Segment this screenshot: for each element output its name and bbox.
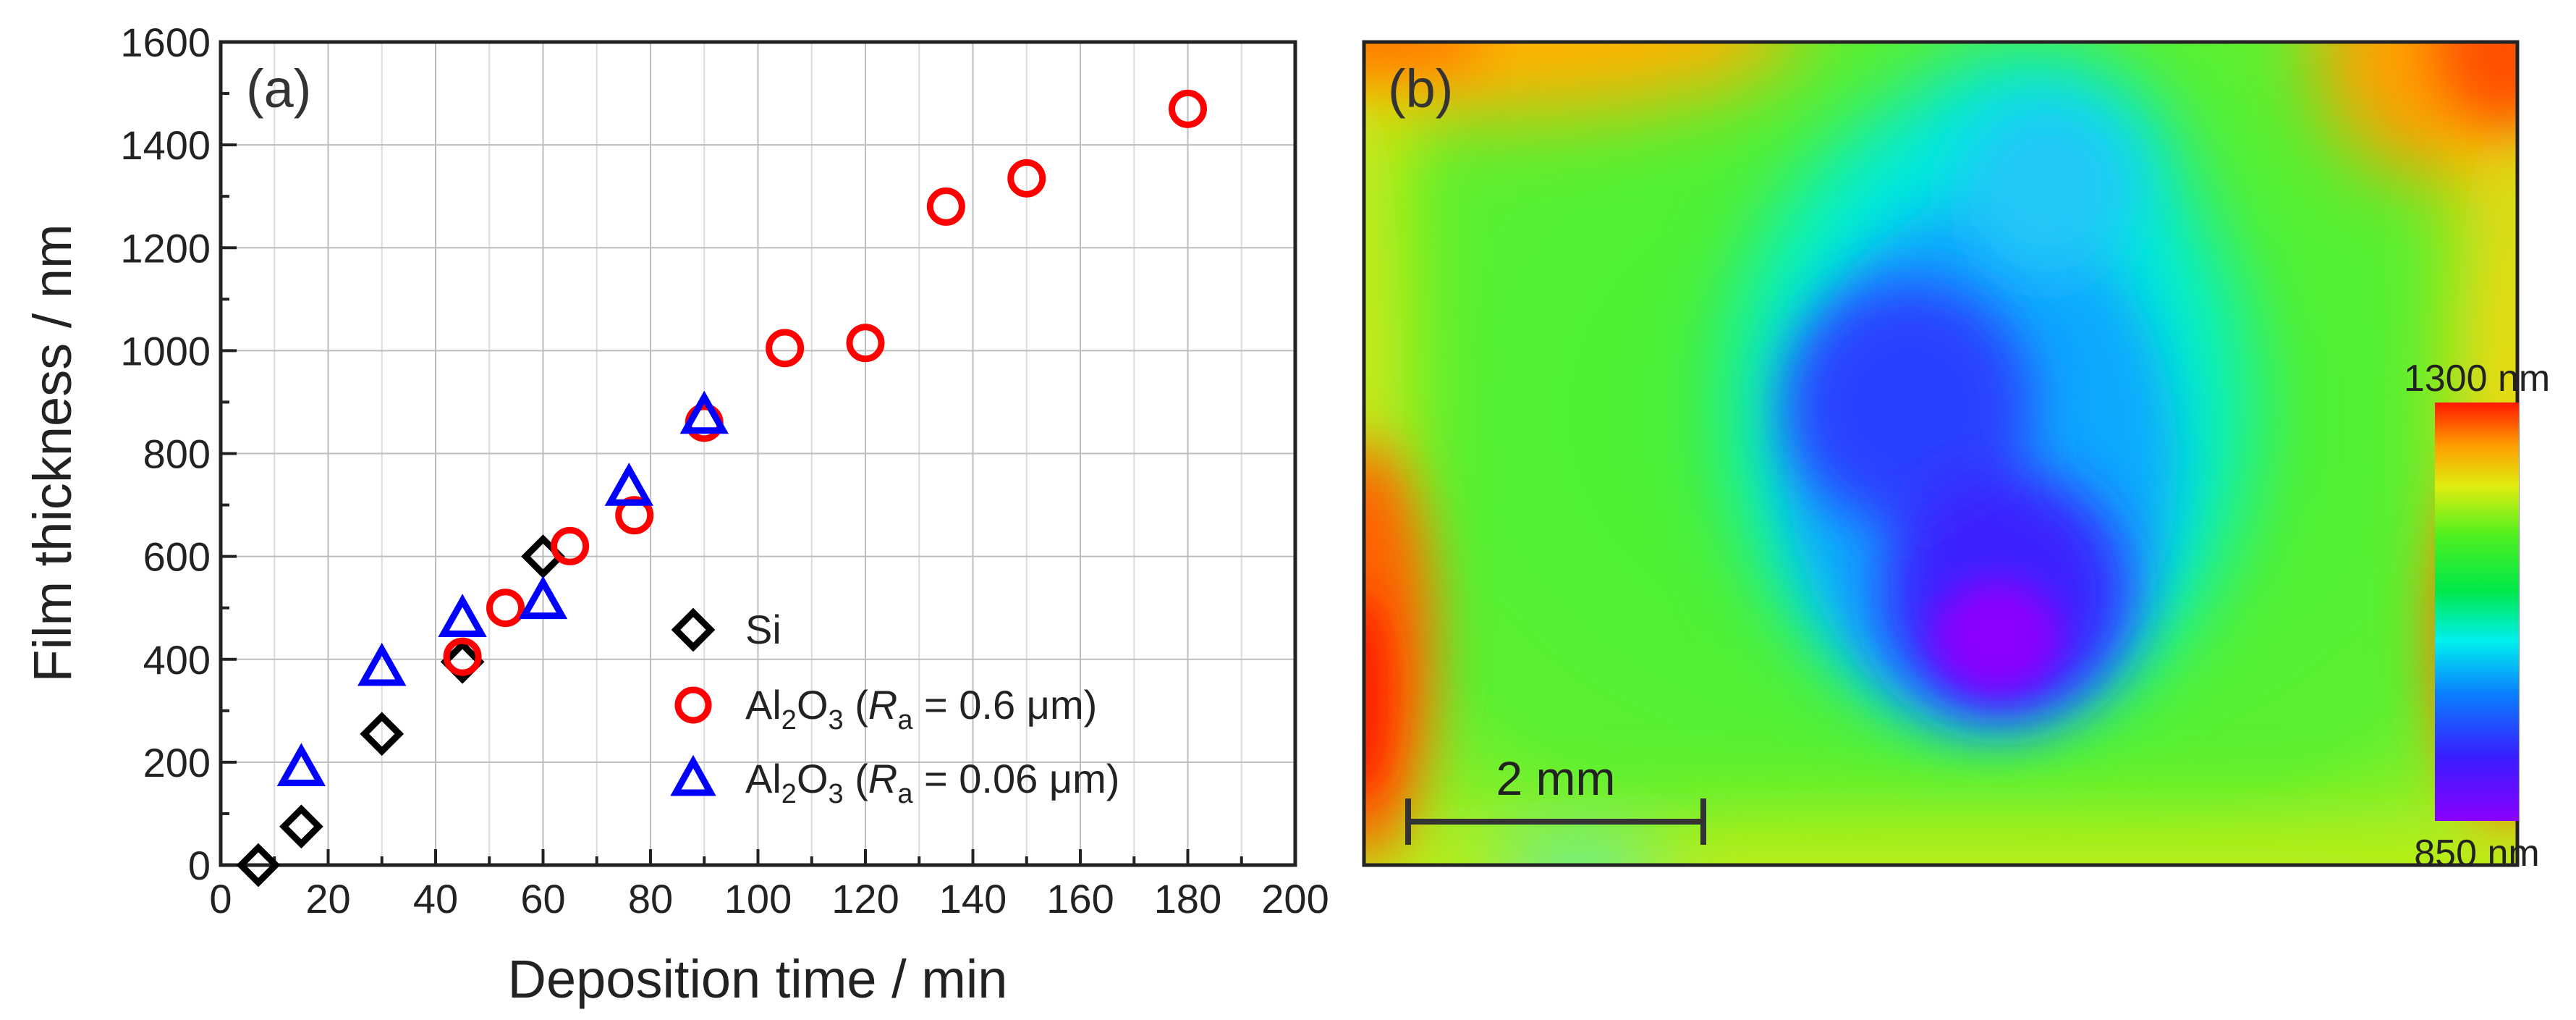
data-point-diamond — [440, 639, 485, 684]
legend-marker-diamond — [671, 607, 716, 652]
data-point-triangle — [518, 576, 568, 620]
x-tick-label: 20 — [305, 876, 350, 922]
data-point-triangle — [679, 390, 729, 434]
legend-marker-circle — [674, 686, 712, 724]
horizontal-gridlines — [221, 144, 1295, 763]
y-tick-label: 400 — [143, 637, 211, 683]
data-markers — [236, 89, 1207, 888]
x-tick-label: 180 — [1154, 876, 1221, 922]
y-tick-label: 1000 — [120, 328, 211, 374]
x-tick-label: 80 — [628, 876, 673, 922]
scale-bar-label: 2 mm — [1496, 751, 1616, 805]
panel-b-label: (b) — [1388, 59, 1453, 119]
y-tick-label: 600 — [143, 534, 211, 580]
legend-entry-al2o3-ra-0-6: Al2O3 (Ra = 0.6 μm) — [674, 682, 1097, 736]
panel-a-scatter-plot: 0 20 40 60 80 100 120 140 160 180 200 0 200 400 600 80… — [22, 20, 1329, 1009]
y-tick-label: 0 — [188, 843, 211, 888]
thickness-heatmap — [1364, 42, 2517, 865]
x-tick-label: 100 — [724, 876, 792, 922]
x-tick-label: 200 — [1261, 876, 1329, 922]
colorbar-gradient — [2435, 402, 2519, 821]
data-point-triangle — [438, 594, 487, 637]
data-point-triangle — [604, 463, 654, 506]
data-point-circle — [766, 329, 805, 368]
legend-label-si: Si — [745, 607, 781, 652]
heatmap-minimum-region — [1932, 579, 2062, 695]
legend-label-al2o3-ra-0-06: Al2O3 (Ra = 0.06 μm) — [745, 756, 1119, 809]
x-tick-label: 120 — [831, 876, 899, 922]
series-diamond-markers — [236, 534, 565, 888]
x-axis-title: Deposition time / min — [508, 949, 1008, 1009]
data-point-diamond — [236, 843, 281, 888]
legend-entry-si: Si — [671, 607, 781, 652]
colorbar-max-label: 1300 nm — [2404, 358, 2550, 400]
y-tick-label: 800 — [143, 431, 211, 477]
data-point-circle — [1007, 159, 1046, 198]
data-point-circle — [443, 637, 482, 676]
legend: Si Al2O3 (Ra = 0.6 μm) Al2O3 (Ra = 0.06 … — [670, 607, 1119, 809]
y-tick-label: 1600 — [120, 20, 211, 65]
legend-label-al2o3-ra-0-6: Al2O3 (Ra = 0.6 μm) — [745, 682, 1097, 736]
y-axis-title: Film thickness / nm — [22, 224, 82, 682]
x-tick-label: 0 — [209, 876, 232, 922]
x-axis-tick-labels: 0 20 40 60 80 100 120 140 160 180 200 — [209, 876, 1329, 922]
data-point-circle — [486, 589, 525, 628]
panel-a-label: (a) — [246, 59, 311, 119]
data-point-circle — [926, 187, 965, 226]
colorbar: 1300 nm 850 nm — [2404, 358, 2550, 874]
data-point-triangle — [276, 743, 326, 787]
legend-entry-al2o3-ra-0-06: Al2O3 (Ra = 0.06 μm) — [670, 754, 1119, 809]
x-tick-label: 160 — [1046, 876, 1114, 922]
x-tick-label: 140 — [939, 876, 1007, 922]
plot-area-frame — [219, 40, 1297, 867]
data-point-circle — [1169, 89, 1207, 128]
data-point-triangle — [357, 642, 407, 686]
data-point-circle — [846, 324, 885, 363]
x-tick-label: 40 — [413, 876, 458, 922]
scale-bar: 2 mm — [1405, 751, 1706, 845]
x-tick-label: 60 — [520, 876, 565, 922]
series-triangle-markers — [276, 390, 729, 787]
series-circle-markers — [443, 89, 1207, 676]
data-point-circle — [551, 526, 590, 565]
colorbar-min-label: 850 nm — [2414, 833, 2539, 874]
y-tick-label: 200 — [143, 740, 211, 785]
data-point-diamond — [360, 712, 404, 756]
data-point-diamond — [279, 804, 323, 849]
y-axis-tick-labels: 0 200 400 600 800 1000 1200 1400 1600 — [120, 20, 211, 888]
y-tick-label: 1400 — [120, 122, 211, 168]
legend-marker-triangle — [670, 754, 716, 796]
panel-b-thickness-map: (b) 2 mm 1300 nm 850 nm — [1362, 40, 2550, 874]
y-tick-label: 1200 — [120, 225, 211, 271]
